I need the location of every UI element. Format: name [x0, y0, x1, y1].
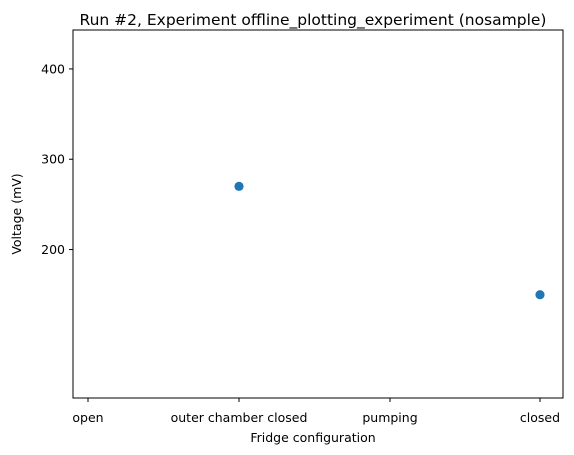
chart-title: Run #2, Experiment offline_plotting_expe… — [80, 11, 547, 30]
x-tick-label: pumping — [362, 410, 417, 425]
x-tick-label: closed — [520, 410, 560, 425]
y-tick-label: 300 — [41, 152, 65, 167]
x-axis-label: Fridge configuration — [250, 430, 375, 445]
data-points — [234, 181, 545, 300]
x-tick-label: outer chamber closed — [171, 410, 308, 425]
plot-area — [72, 29, 564, 399]
data-point — [234, 181, 244, 191]
y-tick-label: 400 — [41, 61, 65, 76]
x-axis: open outer chamber closed pumping closed — [72, 398, 560, 425]
x-tick-label: open — [72, 410, 103, 425]
y-axis: 200300400500600700800 — [41, 61, 73, 257]
data-point — [535, 290, 545, 300]
y-axis-label: Voltage (mV) — [9, 173, 24, 254]
y-tick-label: 200 — [41, 242, 65, 257]
